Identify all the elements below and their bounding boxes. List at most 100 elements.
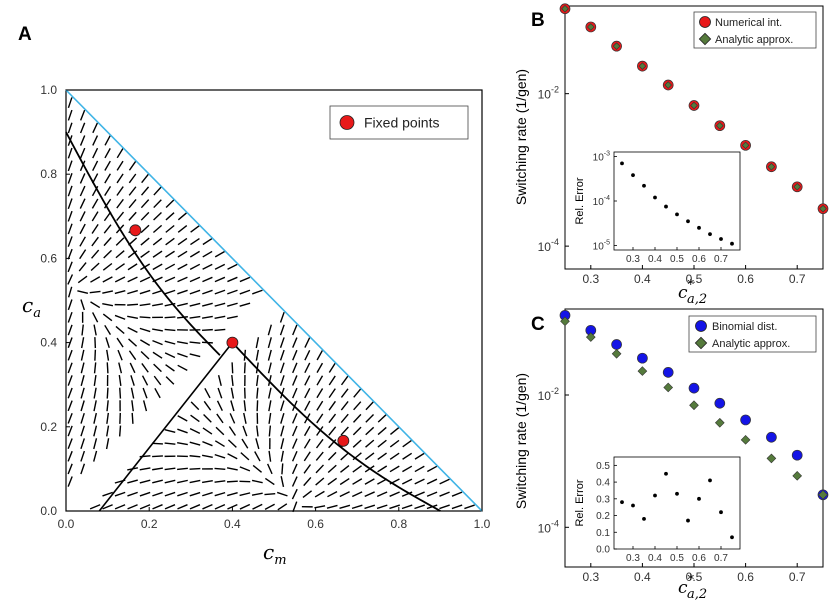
field-arrow	[303, 425, 311, 437]
field-arrow	[304, 337, 311, 348]
field-arrow	[165, 250, 175, 258]
field-arrow	[140, 199, 150, 209]
field-arrow	[80, 375, 85, 386]
field-arrow	[189, 441, 201, 446]
field-arrow	[365, 401, 374, 411]
inset-points	[620, 161, 734, 246]
field-arrow	[141, 363, 149, 373]
field-arrow	[140, 186, 150, 196]
field-arrow	[80, 425, 85, 437]
field-arrow	[79, 236, 86, 247]
legend-marker-analytic	[698, 32, 712, 46]
field-arrow	[67, 425, 73, 437]
field-arrow	[252, 464, 263, 473]
field-arrow	[251, 479, 263, 484]
panel-c: C 0.3 0.4 0.5 0.6 0.7 10-210-4 Switching rat…	[513, 308, 829, 602]
x-tick-label: 1.0	[474, 517, 491, 531]
inset-y-ticks: 10-310-410-5	[593, 150, 617, 253]
field-arrow	[140, 350, 150, 360]
field-arrow	[291, 438, 298, 449]
marker-analytic	[560, 316, 570, 327]
field-arrow	[189, 504, 201, 510]
field-arrow	[328, 426, 337, 436]
field-arrow	[152, 442, 163, 445]
field-arrow	[130, 375, 135, 386]
field-arrow	[365, 426, 375, 436]
field-arrow	[165, 237, 175, 246]
inset-point	[631, 173, 635, 178]
inset-point	[697, 496, 701, 501]
field-arrow	[67, 109, 73, 121]
x-tick-label: 0.7	[789, 272, 806, 286]
field-arrow	[67, 286, 73, 298]
field-arrow	[128, 211, 137, 221]
field-arrow	[227, 276, 238, 283]
inset-point	[642, 516, 646, 521]
field-arrow	[80, 337, 85, 349]
field-arrow	[67, 413, 73, 424]
field-arrow	[152, 237, 163, 246]
field-arrow	[127, 303, 139, 306]
field-arrow	[79, 198, 86, 209]
field-arrow	[93, 374, 97, 387]
field-arrow	[243, 412, 247, 424]
field-arrow	[264, 503, 275, 510]
x-tick-label: 0.5	[686, 570, 703, 584]
field-arrow	[127, 263, 138, 271]
marker-analytic	[792, 471, 803, 481]
field-arrow	[80, 299, 85, 311]
field-arrow	[242, 425, 248, 437]
y-tick-exponent: -2	[551, 85, 559, 95]
marker-analytic	[612, 42, 621, 50]
field-arrow	[279, 337, 285, 348]
field-arrow	[316, 413, 324, 424]
separatrix-upper	[65, 131, 221, 356]
field-arrow	[116, 337, 124, 348]
field-arrow	[315, 477, 325, 486]
field-arrow	[304, 400, 311, 411]
field-arrow	[314, 490, 325, 498]
field-arrow	[67, 349, 73, 361]
field-arrow	[190, 237, 200, 246]
marker-analytic	[663, 382, 674, 393]
field-arrow	[116, 148, 124, 159]
marker-analytic	[714, 417, 725, 428]
field-arrow	[93, 387, 97, 399]
field-arrow	[80, 349, 85, 361]
marker-binomial	[688, 382, 700, 394]
field-arrow	[77, 275, 88, 284]
field-arrow	[139, 289, 151, 295]
field-arrow	[216, 413, 224, 424]
field-arrow	[201, 479, 213, 484]
field-arrow	[93, 324, 97, 336]
x-tick-label: 0.7	[789, 570, 806, 584]
field-arrow	[389, 439, 400, 448]
field-arrow	[239, 503, 251, 510]
field-arrow	[106, 387, 109, 399]
field-arrow	[67, 173, 73, 184]
field-arrow	[140, 237, 150, 246]
field-arrow	[77, 290, 89, 295]
field-arrow	[189, 263, 201, 270]
field-arrow	[177, 352, 188, 358]
field-arrow	[177, 428, 188, 434]
field-arrow	[328, 439, 337, 449]
marker-binomial	[791, 449, 803, 461]
field-arrow	[152, 303, 163, 307]
field-arrow	[401, 491, 413, 497]
fixed-point-marker	[129, 224, 142, 237]
field-arrow	[177, 491, 188, 497]
marker-analytic	[818, 489, 828, 500]
panel-a-xlabel: cm	[263, 540, 287, 568]
field-arrow	[214, 453, 226, 459]
y-tick-exponent: -3	[604, 150, 610, 157]
field-arrow	[118, 362, 123, 374]
field-arrow	[165, 199, 175, 208]
inset-point	[708, 478, 712, 483]
y-tick-label: 0.0	[596, 545, 610, 556]
field-arrow	[214, 440, 225, 448]
panel-b-ylabel: Switching rate (1/gen)	[513, 69, 529, 205]
field-arrow	[93, 362, 97, 374]
field-arrow	[139, 276, 151, 283]
field-arrow	[377, 426, 387, 436]
